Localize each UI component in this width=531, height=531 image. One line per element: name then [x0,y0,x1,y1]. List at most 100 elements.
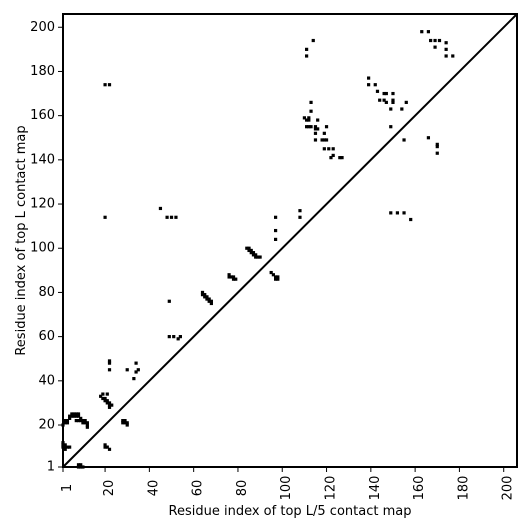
contact-point-above-diagonal [389,211,393,215]
contact-point-below-diagonal [63,447,67,451]
contact-point-below-diagonal [65,421,70,425]
contact-point-below-diagonal [65,445,70,449]
contact-point-below-diagonal [167,335,171,339]
contact-point-below-diagonal [103,445,107,449]
contact-point-below-diagonal [72,412,76,416]
contact-point-below-diagonal [207,299,211,303]
contact-point-above-diagonal [305,47,309,51]
contact-point-above-diagonal [305,118,309,122]
contact-point-below-diagonal [254,253,258,257]
contact-point-below-diagonal [76,419,81,423]
contact-point-below-diagonal [165,215,169,219]
contact-point-below-diagonal [123,421,127,425]
contact-point-above-diagonal [309,109,313,113]
contact-point-below-diagonal [209,299,213,303]
contact-point-below-diagonal [249,251,253,255]
contact-point-below-diagonal [167,299,171,303]
contact-point-below-diagonal [79,419,83,423]
contact-point-below-diagonal [63,445,67,449]
x-tick-label: 80 [235,480,250,497]
contact-point-below-diagonal [85,423,89,427]
contact-point-above-diagonal [389,125,393,129]
contact-point-below-diagonal [105,399,109,403]
x-axis: 1 20 40 60 80 100 120 140 160 180 200 [60,467,516,500]
contact-point-above-diagonal [444,47,448,51]
x-tick-label: 200 [501,476,516,501]
y-tick-label: 180 [30,64,55,79]
contact-point-below-diagonal [258,255,262,259]
contact-point-above-diagonal [322,131,326,135]
contact-point-below-diagonal [205,295,209,299]
contact-point-above-diagonal [313,131,318,135]
contact-point-below-diagonal [274,275,278,279]
contact-point-below-diagonal [70,412,74,416]
contact-point-below-diagonal [274,237,278,241]
contact-point-above-diagonal [433,45,437,49]
x-tick-label: 20 [102,480,117,497]
contact-point-above-diagonal [378,98,382,102]
contact-point-below-diagonal [85,425,89,429]
contact-point-above-diagonal [320,138,324,142]
contact-point-above-diagonal [382,91,386,96]
contact-point-above-diagonal [322,138,326,142]
contact-point-below-diagonal [251,251,256,255]
contact-point-below-diagonal [81,419,85,423]
contact-point-below-diagonal [125,423,129,427]
contact-point-below-diagonal [227,275,231,279]
contact-point-below-diagonal [107,403,112,407]
contact-point-below-diagonal [251,253,256,257]
contact-point-below-diagonal [65,419,70,423]
y-tick-label: 60 [38,329,55,344]
contact-point-above-diagonal [313,127,318,131]
contact-point-below-diagonal [123,419,127,423]
contact-point-above-diagonal [307,125,311,129]
contact-point-above-diagonal [395,211,400,215]
contact-point-below-diagonal [105,392,109,396]
contact-point-above-diagonal [307,116,311,120]
contact-point-below-diagonal [107,401,112,405]
plot-frame [62,13,518,468]
contact-point-below-diagonal [245,246,249,250]
contact-point-below-diagonal [103,399,107,403]
contact-point-below-diagonal [110,403,114,407]
contact-point-below-diagonal [83,419,87,423]
contact-point-below-diagonal [103,396,107,401]
contact-point-below-diagonal [76,412,81,416]
contact-point-below-diagonal [205,297,209,301]
contact-point-below-diagonal [256,255,260,259]
y-tick-label: 40 [38,373,55,388]
contact-point-above-diagonal [322,147,326,151]
contact-point-above-diagonal [404,100,408,104]
contact-point-above-diagonal [340,156,344,160]
contact-point-below-diagonal [63,443,67,447]
contact-point-above-diagonal [309,125,313,129]
contact-point-below-diagonal [76,414,81,418]
contact-point-below-diagonal [200,290,205,295]
contact-point-above-diagonal [373,83,377,87]
contact-point-above-diagonal [331,147,335,151]
contact-point-above-diagonal [338,156,342,160]
contact-point-below-diagonal [172,335,176,339]
contact-point-above-diagonal [391,91,395,96]
x-tick-label: 140 [368,476,383,501]
x-tick-label: 180 [456,476,471,501]
contact-point-above-diagonal [302,116,306,120]
contact-point-above-diagonal [331,153,335,158]
contact-point-below-diagonal [276,275,280,279]
contact-point-above-diagonal [435,142,439,146]
contact-point-below-diagonal [107,368,112,372]
contact-point-below-diagonal [68,416,72,420]
contact-point-below-diagonal [121,421,125,425]
contact-point-below-diagonal [176,337,180,341]
contact-point-above-diagonal [435,144,439,149]
contact-point-below-diagonal [107,83,112,87]
contact-point-above-diagonal [402,138,406,142]
contact-point-below-diagonal [174,215,178,219]
contact-point-below-diagonal [231,275,236,279]
contact-point-below-diagonal [121,419,125,423]
contact-point-above-diagonal [316,127,320,131]
contact-point-above-diagonal [426,30,431,34]
contact-point-below-diagonal [99,394,103,398]
contact-point-below-diagonal [103,83,107,87]
